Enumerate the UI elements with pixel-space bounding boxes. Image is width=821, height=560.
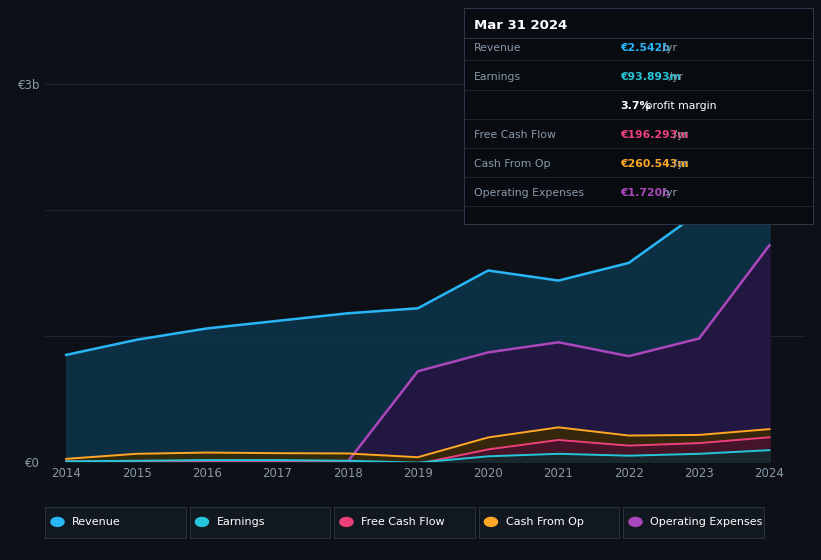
Text: Operating Expenses: Operating Expenses	[650, 517, 763, 527]
Text: profit margin: profit margin	[642, 101, 717, 111]
Text: /yr: /yr	[659, 188, 677, 198]
Text: /yr: /yr	[659, 43, 677, 53]
Text: Revenue: Revenue	[474, 43, 521, 53]
Text: Cash From Op: Cash From Op	[474, 159, 550, 169]
Text: Revenue: Revenue	[72, 517, 121, 527]
Text: Earnings: Earnings	[217, 517, 265, 527]
Text: /yr: /yr	[670, 159, 688, 169]
Text: Free Cash Flow: Free Cash Flow	[474, 130, 556, 140]
Text: Cash From Op: Cash From Op	[506, 517, 584, 527]
Text: Earnings: Earnings	[474, 72, 521, 82]
Text: /yr: /yr	[670, 130, 688, 140]
Text: €260.543m: €260.543m	[620, 159, 689, 169]
Text: €196.293m: €196.293m	[620, 130, 688, 140]
Text: Free Cash Flow: Free Cash Flow	[361, 517, 445, 527]
Text: /yr: /yr	[664, 72, 682, 82]
Text: €1.720b: €1.720b	[620, 188, 670, 198]
Text: €93.893m: €93.893m	[620, 72, 681, 82]
Text: 3.7%: 3.7%	[620, 101, 650, 111]
Text: €2.542b: €2.542b	[620, 43, 670, 53]
Text: Operating Expenses: Operating Expenses	[474, 188, 584, 198]
Text: Mar 31 2024: Mar 31 2024	[474, 18, 567, 32]
